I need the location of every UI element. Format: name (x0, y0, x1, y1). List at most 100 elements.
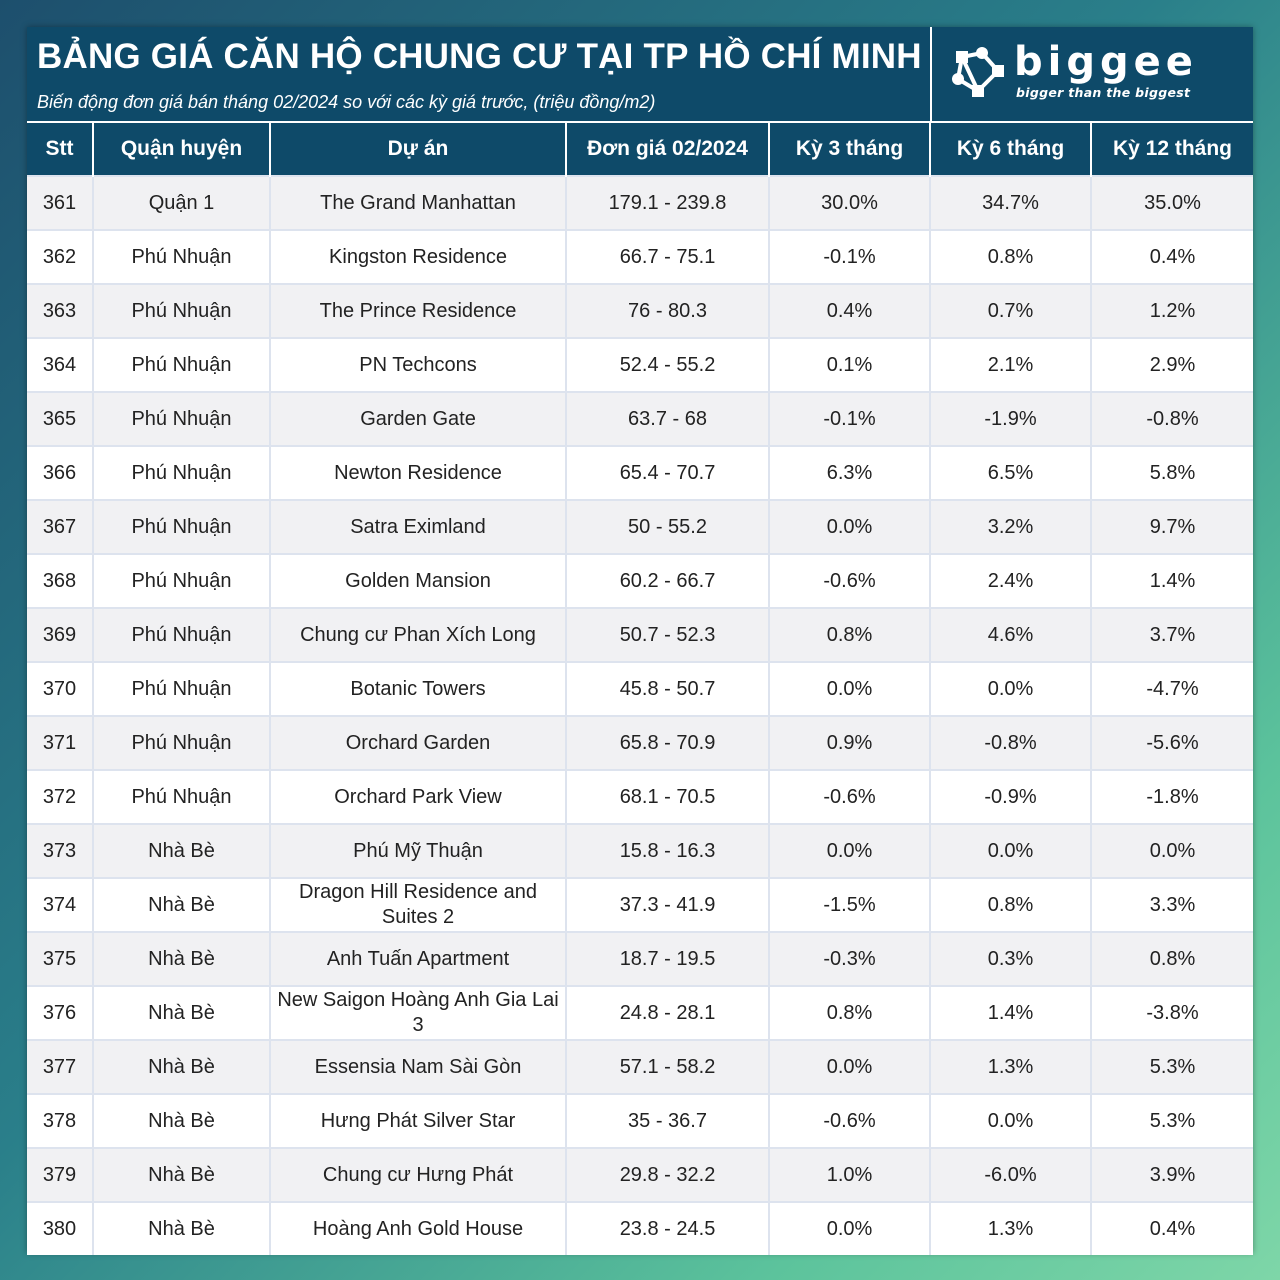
table-row: 365 Phú Nhuận Garden Gate 63.7 - 68 -0.1% -1.… (27, 391, 1253, 446)
cell-change-12m: -1.8% (1091, 769, 1253, 824)
cell-price: 45.8 - 50.7 (566, 661, 770, 716)
cell-stt: 375 (27, 931, 94, 986)
cell-change-12m: 3.3% (1091, 877, 1253, 932)
cell-change-6m: 0.8% (930, 229, 1092, 284)
cell-change-12m: 1.4% (1091, 553, 1253, 608)
table-row: 374 Nhà Bè Dragon Hill Residence and Suite… (27, 877, 1253, 932)
cell-change-12m: 5.8% (1091, 445, 1253, 500)
cell-price: 65.8 - 70.9 (566, 715, 770, 770)
cell-district: Phú Nhuận (93, 391, 271, 446)
cell-price: 179.1 - 239.8 (566, 175, 770, 230)
cell-project: Newton Residence (270, 445, 567, 500)
cell-change-12m: 35.0% (1091, 175, 1253, 230)
cell-change-6m: 1.4% (930, 985, 1092, 1040)
cell-change-12m: -4.7% (1091, 661, 1253, 716)
cell-project: Hoàng Anh Gold House (270, 1201, 567, 1255)
cell-stt: 371 (27, 715, 94, 770)
cell-stt: 373 (27, 823, 94, 878)
cell-change-6m: 34.7% (930, 175, 1092, 230)
cell-stt: 369 (27, 607, 94, 662)
cell-stt: 365 (27, 391, 94, 446)
cell-project: Orchard Garden (270, 715, 567, 770)
cell-change-12m: 0.4% (1091, 229, 1253, 284)
cell-change-6m: 0.3% (930, 931, 1092, 986)
table-row: 373 Nhà Bè Phú Mỹ Thuận 15.8 - 16.3 0.0% 0.0%… (27, 823, 1253, 878)
cell-price: 66.7 - 75.1 (566, 229, 770, 284)
table-row: 370 Phú Nhuận Botanic Towers 45.8 - 50.7 0.0… (27, 661, 1253, 716)
cell-change-3m: 0.4% (769, 283, 931, 338)
cell-change-12m: 1.2% (1091, 283, 1253, 338)
cell-change-3m: -1.5% (769, 877, 931, 932)
column-header-change-12m: Kỳ 12 tháng (1091, 121, 1253, 176)
cell-district: Phú Nhuận (93, 769, 271, 824)
table-row: 364 Phú Nhuận PN Techcons 52.4 - 55.2 0.1% 2.… (27, 337, 1253, 392)
cell-price: 29.8 - 32.2 (566, 1147, 770, 1202)
cell-change-6m: -1.9% (930, 391, 1092, 446)
cell-stt: 366 (27, 445, 94, 500)
table-row: 380 Nhà Bè Hoàng Anh Gold House 23.8 - 24.5… (27, 1201, 1253, 1255)
cell-stt: 377 (27, 1039, 94, 1094)
column-header-change-3m: Kỳ 3 tháng (769, 121, 931, 176)
cell-project: New Saigon Hoàng Anh Gia Lai 3 (270, 985, 567, 1040)
cell-project: The Prince Residence (270, 283, 567, 338)
table-row: 379 Nhà Bè Chung cư Hưng Phát 29.8 - 32.2 1.… (27, 1147, 1253, 1202)
cell-change-3m: 0.8% (769, 607, 931, 662)
cell-district: Phú Nhuận (93, 229, 271, 284)
cell-change-6m: 1.3% (930, 1039, 1092, 1094)
cell-stt: 363 (27, 283, 94, 338)
table-row: 377 Nhà Bè Essensia Nam Sài Gòn 57.1 - 58.2… (27, 1039, 1253, 1094)
cell-change-12m: 0.8% (1091, 931, 1253, 986)
cell-change-12m: 9.7% (1091, 499, 1253, 554)
cell-project: PN Techcons (270, 337, 567, 392)
cell-change-3m: -0.6% (769, 553, 931, 608)
cell-stt: 364 (27, 337, 94, 392)
cell-project: Garden Gate (270, 391, 567, 446)
cell-change-3m: 30.0% (769, 175, 931, 230)
table-row: 372 Phú Nhuận Orchard Park View 68.1 - 70.5… (27, 769, 1253, 824)
table-row: 375 Nhà Bè Anh Tuấn Apartment 18.7 - 19.5 -0… (27, 931, 1253, 986)
page-title: BẢNG GIÁ CĂN HỘ CHUNG CƯ TẠI TP HỒ CHÍ M… (37, 37, 922, 76)
cell-district: Nhà Bè (93, 931, 271, 986)
cell-change-3m: 0.0% (769, 1039, 931, 1094)
cell-district: Phú Nhuận (93, 283, 271, 338)
cell-change-6m: 0.8% (930, 877, 1092, 932)
cell-price: 60.2 - 66.7 (566, 553, 770, 608)
network-nodes-icon (952, 47, 1004, 97)
cell-district: Phú Nhuận (93, 715, 271, 770)
cell-stt: 361 (27, 175, 94, 230)
cell-change-6m: 0.0% (930, 661, 1092, 716)
apartment-price-table: Stt Quận huyện Dự án Đơn giá 02/2024 Kỳ 3 th… (27, 121, 1253, 1255)
cell-project: Hưng Phát Silver Star (270, 1093, 567, 1148)
cell-project: Golden Mansion (270, 553, 567, 608)
table-row: 369 Phú Nhuận Chung cư Phan Xích Long 50.7 … (27, 607, 1253, 662)
cell-district: Nhà Bè (93, 1039, 271, 1094)
cell-price: 65.4 - 70.7 (566, 445, 770, 500)
cell-stt: 379 (27, 1147, 94, 1202)
cell-price: 23.8 - 24.5 (566, 1201, 770, 1255)
cell-price: 24.8 - 28.1 (566, 985, 770, 1040)
brand-logo: biggee bigger than the biggest (930, 27, 1255, 121)
cell-project: Botanic Towers (270, 661, 567, 716)
cell-change-6m: 1.3% (930, 1201, 1092, 1255)
cell-change-6m: 0.0% (930, 823, 1092, 878)
cell-change-3m: 6.3% (769, 445, 931, 500)
cell-change-6m: 3.2% (930, 499, 1092, 554)
column-header-price: Đơn giá 02/2024 (566, 121, 770, 176)
cell-district: Phú Nhuận (93, 661, 271, 716)
cell-project: Anh Tuấn Apartment (270, 931, 567, 986)
column-header-project: Dự án (270, 121, 567, 176)
cell-stt: 370 (27, 661, 94, 716)
cell-change-12m: 3.9% (1091, 1147, 1253, 1202)
cell-price: 63.7 - 68 (566, 391, 770, 446)
cell-change-6m: 0.7% (930, 283, 1092, 338)
table-row: 371 Phú Nhuận Orchard Garden 65.8 - 70.9 0.9… (27, 715, 1253, 770)
cell-change-12m: 5.3% (1091, 1093, 1253, 1148)
cell-change-3m: 0.0% (769, 499, 931, 554)
table-header-row: Stt Quận huyện Dự án Đơn giá 02/2024 Kỳ 3 th… (27, 121, 1253, 176)
cell-stt: 372 (27, 769, 94, 824)
table-row: 362 Phú Nhuận Kingston Residence 66.7 - 75.… (27, 229, 1253, 284)
cell-project: Essensia Nam Sài Gòn (270, 1039, 567, 1094)
cell-change-3m: 0.0% (769, 661, 931, 716)
cell-change-3m: -0.3% (769, 931, 931, 986)
cell-district: Phú Nhuận (93, 499, 271, 554)
